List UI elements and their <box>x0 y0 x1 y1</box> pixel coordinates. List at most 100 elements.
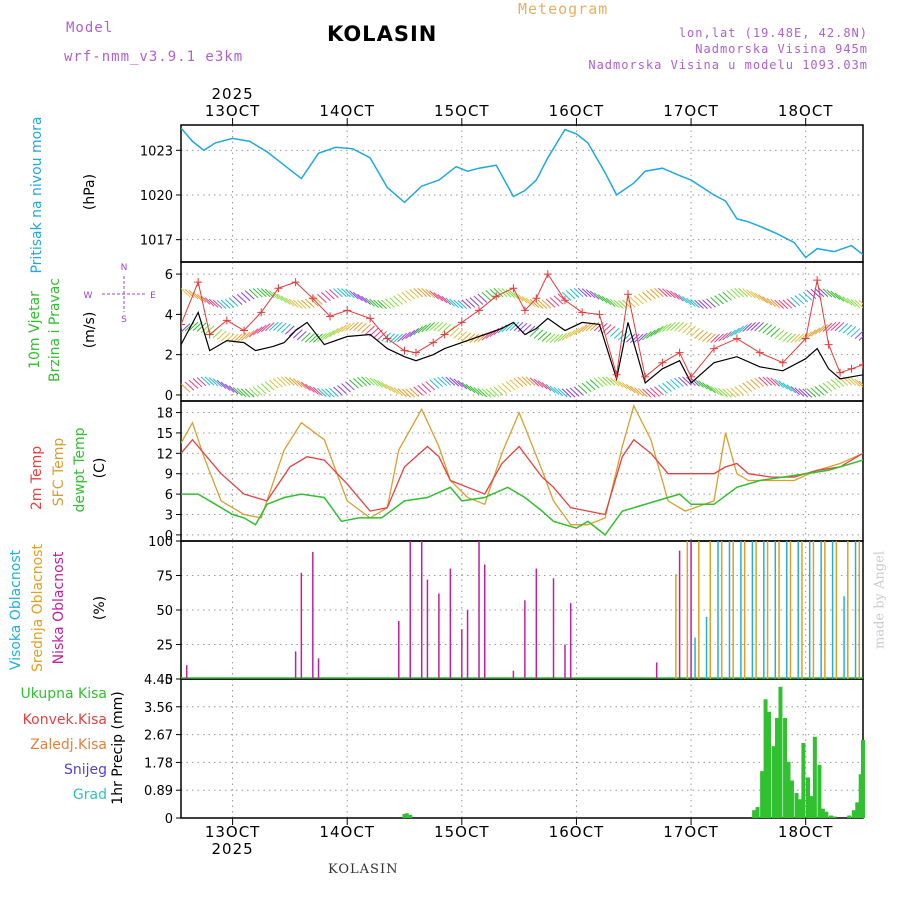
wind-barb <box>810 387 821 397</box>
wind-barb <box>706 298 716 308</box>
wind-barb <box>232 386 243 396</box>
y-tick-label: 3.56 <box>144 701 173 716</box>
station-title: KOLASIN <box>327 22 438 46</box>
wind-barb <box>766 376 777 386</box>
temp-2m-label: 2m Temp <box>29 445 45 511</box>
precip-bar <box>760 771 765 818</box>
wind-barb <box>589 290 600 300</box>
precip-bar <box>851 810 856 818</box>
wind-barb <box>549 297 560 307</box>
wind-barb <box>565 388 576 398</box>
y-tick-label: 0.89 <box>144 784 173 799</box>
wind-barb <box>826 289 837 299</box>
wind-barb <box>401 331 411 341</box>
wind-barb <box>212 299 223 309</box>
precip-bar <box>812 736 817 818</box>
wind-barb <box>212 329 223 339</box>
compass-e: E <box>150 291 156 301</box>
wind-barb <box>509 321 520 331</box>
wind-barb <box>481 291 492 301</box>
wind-unit: (m/s) <box>82 311 98 349</box>
wind-barb <box>557 332 568 342</box>
temp-sfc-label: SFC Temp <box>51 437 67 507</box>
wind-barb <box>581 288 592 298</box>
pressure-unit: (hPa) <box>82 173 98 211</box>
wind-barb <box>830 379 841 389</box>
wind-barb <box>854 378 863 388</box>
wind-barb <box>497 384 508 394</box>
wind-barb <box>537 299 548 310</box>
wind-barb <box>497 287 508 297</box>
wind-barb <box>557 388 568 398</box>
wind-barb <box>329 387 339 397</box>
wind-barb <box>280 323 291 334</box>
precip-bar <box>404 813 409 818</box>
wind-barb <box>505 322 516 332</box>
wind-barb <box>317 387 327 398</box>
wind-barb <box>208 377 219 387</box>
precip-bar <box>805 777 810 818</box>
wind-barb <box>297 379 307 390</box>
year-label-bottom: 2025 <box>211 840 253 858</box>
wind-barb <box>794 387 805 397</box>
wind-barb <box>517 376 528 387</box>
wind-barb <box>345 381 355 391</box>
wind-barb <box>469 297 480 307</box>
wind-barb <box>762 324 773 334</box>
wind-gust-marker <box>181 320 185 329</box>
wind-barb <box>509 290 520 300</box>
wind-barb <box>461 381 472 392</box>
wind-barb <box>650 387 660 397</box>
wind-barb <box>513 377 524 388</box>
wind-barb <box>337 385 347 395</box>
wind-barb <box>272 321 283 332</box>
wind-barb <box>678 376 688 386</box>
wind-barb <box>417 324 428 334</box>
wind-barb <box>633 295 644 305</box>
precip-bar <box>771 746 776 818</box>
model-version: wrf-nmm_v3.9.1 e3km <box>64 49 244 65</box>
wind-barb <box>313 386 323 397</box>
wind-barb <box>517 322 528 332</box>
wind-barb <box>228 297 239 307</box>
wind-barb <box>722 388 732 398</box>
wind-barb <box>613 378 624 388</box>
wind-barb <box>252 288 263 298</box>
wind-barb <box>617 380 628 390</box>
wind-barb <box>750 290 761 300</box>
wind-barb <box>638 332 648 342</box>
y-tick-label: 1.78 <box>144 756 173 771</box>
wind-barb <box>181 288 191 298</box>
y-tick-label: 6 <box>165 488 173 503</box>
y-tick-label: 2 <box>165 349 173 364</box>
wind-barb <box>561 331 572 341</box>
wind-barb <box>305 383 315 393</box>
wind-barb <box>666 380 676 391</box>
wind-barb <box>774 329 785 339</box>
precip-bar <box>763 699 768 818</box>
wind-barb <box>220 381 231 391</box>
precip-bar <box>820 808 825 818</box>
wind-barb <box>718 293 728 303</box>
wind-barb <box>806 388 817 398</box>
wind-barb <box>650 288 660 298</box>
wind-barb <box>321 292 331 302</box>
wind-barb <box>850 377 861 387</box>
wind-barb <box>553 295 564 305</box>
wind-barb <box>814 325 825 335</box>
wind-gust-marker <box>343 306 352 315</box>
wind-barb <box>260 323 271 333</box>
wind-barb <box>181 323 191 333</box>
wind-barb <box>236 387 247 398</box>
wind-barb <box>301 299 311 309</box>
wind-gust-marker <box>457 318 466 327</box>
wind-barb <box>349 379 359 389</box>
wind-barb <box>377 380 387 390</box>
wind-barb <box>481 388 492 398</box>
wind-barb <box>365 376 375 386</box>
wind-barb <box>429 290 440 300</box>
wind-barb <box>750 321 761 331</box>
wind-barb <box>706 333 716 343</box>
wind-barb <box>365 325 375 335</box>
wind-barb <box>718 332 728 342</box>
